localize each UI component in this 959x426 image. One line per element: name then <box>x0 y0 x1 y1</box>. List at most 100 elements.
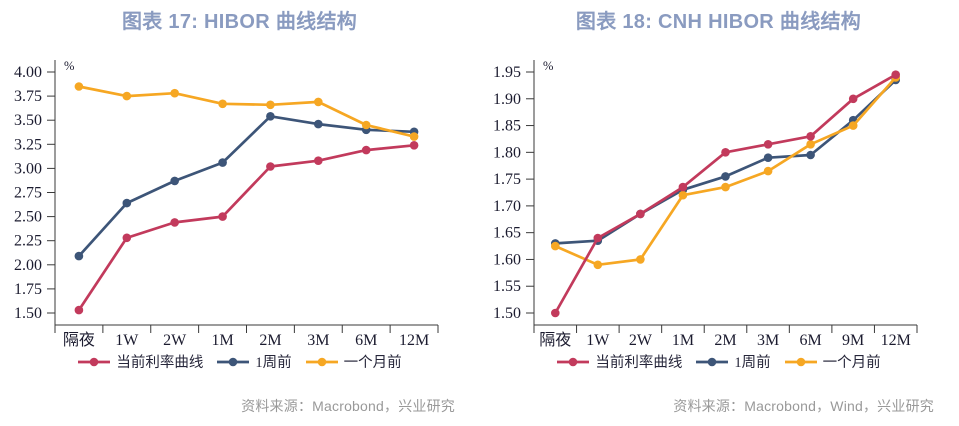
x-tick-label: 1W <box>115 332 139 349</box>
hibor-line-chart: 1.50 1.75 2.00 2.25 2.50 2.75 3.00 3.25 3.50 3.75… <box>0 44 479 350</box>
chart-title: 图表 18: CNH HIBOR 曲线结构 <box>575 11 862 33</box>
x-tick-label: 2M <box>259 332 281 349</box>
y-tick-label: 1.70 <box>493 198 521 215</box>
y-tick-label: 4.00 <box>14 64 42 81</box>
y-tick-label: 2.50 <box>14 209 42 226</box>
legend-marker-icon <box>784 357 817 366</box>
x-tick-label: 1W <box>586 332 610 349</box>
data-point-current <box>551 308 560 318</box>
data-point-month_ago <box>551 241 560 251</box>
data-point-current <box>218 212 227 221</box>
series-line-current <box>77 143 415 311</box>
data-point-current <box>721 148 730 157</box>
data-point-current <box>314 156 323 165</box>
chart-panel-hibor: 图表 17: HIBOR 曲线结构 1.50 1.75 2.00 2.25 2.50 2.… <box>0 0 479 426</box>
x-tick-label: 3M <box>757 332 779 349</box>
data-point-week_ago <box>122 198 132 208</box>
y-tick-label: 3.00 <box>14 160 42 177</box>
data-point-month_ago <box>314 97 323 107</box>
data-point-month_ago <box>848 121 858 130</box>
y-tick-label: 1.60 <box>493 251 521 268</box>
data-point-current <box>763 140 773 149</box>
data-point-month_ago <box>721 182 730 192</box>
data-point-week_ago <box>218 158 227 167</box>
data-point-month_ago <box>678 190 688 200</box>
data-point-month_ago <box>806 140 815 149</box>
data-point-current <box>678 182 688 192</box>
data-point-current <box>806 132 815 141</box>
legend-item: 一个月前 <box>305 351 402 372</box>
y-axis-unit: % <box>543 59 553 73</box>
x-tick-label: 2W <box>629 332 653 349</box>
data-point-month_ago <box>122 91 132 101</box>
x-tick-label: 隔夜 <box>63 331 95 349</box>
x-tick-label: 1M <box>211 332 233 349</box>
y-tick-label: 1.85 <box>493 118 521 135</box>
data-point-month_ago <box>74 82 84 91</box>
chart-panel-cnh-hibor: 图表 18: CNH HIBOR 曲线结构 1.50 1.55 1.60 1.65 1.… <box>479 0 958 426</box>
legend-marker-icon <box>305 357 338 366</box>
y-tick-label: 1.90 <box>493 91 521 108</box>
data-point-month_ago <box>763 166 773 176</box>
x-tick-label: 9M <box>842 332 864 349</box>
data-point-current <box>593 233 603 243</box>
data-point-week_ago <box>763 153 773 162</box>
x-tick-label: 隔夜 <box>539 331 571 349</box>
x-tick-label: 12M <box>881 332 911 349</box>
legend-item: 当前利率曲线 <box>77 351 203 372</box>
data-point-week_ago <box>266 112 275 121</box>
source-note: 资料来源：Macrobond，兴业研究 <box>241 398 455 414</box>
y-tick-label: 1.95 <box>493 64 521 81</box>
data-point-current <box>170 218 179 227</box>
data-point-week_ago <box>74 251 84 261</box>
x-tick-label: 6M <box>799 332 821 349</box>
data-point-current <box>636 209 645 219</box>
legend-item: 一个月前 <box>784 351 881 372</box>
legend-item: 1周前 <box>216 351 292 372</box>
y-tick-label: 1.65 <box>493 225 521 242</box>
data-point-week_ago <box>721 172 730 181</box>
data-point-month_ago <box>409 132 419 141</box>
source-note: 资料来源：Macrobond，Wind，兴业研究 <box>673 398 934 414</box>
y-tick-label: 3.25 <box>14 136 42 153</box>
x-tick-label: 6M <box>355 332 377 349</box>
data-point-current <box>122 233 132 243</box>
y-tick-label: 1.75 <box>14 281 42 298</box>
y-tick-label: 3.75 <box>14 88 42 105</box>
x-tick-label: 12M <box>399 332 429 349</box>
legend-label: 1周前 <box>255 355 292 371</box>
legend-label: 当前利率曲线 <box>116 355 204 371</box>
data-point-month_ago <box>266 100 275 110</box>
y-tick-label: 1.50 <box>14 305 42 322</box>
y-axis-unit: % <box>64 59 74 73</box>
y-tick-label: 1.50 <box>493 305 521 322</box>
y-tick-label: 2.00 <box>14 257 42 274</box>
chart-title: 图表 17: HIBOR 曲线结构 <box>121 11 358 33</box>
x-tick-label: 2W <box>163 332 187 349</box>
series-line-current <box>554 73 897 314</box>
chart-legend: 当前利率曲线 1周前 一个月前 <box>479 351 958 372</box>
data-point-current <box>848 94 858 104</box>
data-point-week_ago <box>314 119 323 129</box>
data-point-month_ago <box>170 88 179 98</box>
legend-marker-icon <box>217 357 250 366</box>
y-tick-label: 2.75 <box>14 185 42 202</box>
data-point-week_ago <box>806 150 815 160</box>
y-tick-label: 1.55 <box>493 278 521 295</box>
series-line-month_ago <box>78 85 415 138</box>
legend-item: 1周前 <box>695 351 771 372</box>
series-line-week_ago <box>555 79 897 245</box>
y-tick-label: 1.80 <box>493 144 521 161</box>
legend-label: 1周前 <box>734 355 771 371</box>
legend-label: 一个月前 <box>822 355 881 371</box>
legend-label: 当前利率曲线 <box>595 355 683 371</box>
line-chart-svg: 1.50 1.75 2.00 2.25 2.50 2.75 3.00 3.25 3.50 3.75… <box>14 59 439 349</box>
legend-marker-icon <box>557 357 590 366</box>
chart-legend: 当前利率曲线 1周前 一个月前 <box>0 351 479 372</box>
y-tick-label: 3.50 <box>14 112 42 129</box>
line-chart-svg: 1.50 1.55 1.60 1.65 1.70 1.75 1.80 1.85 1.90 1.95… <box>493 59 918 349</box>
x-tick-label: 1M <box>672 332 694 349</box>
legend-label: 一个月前 <box>343 355 402 371</box>
legend-marker-icon <box>696 357 729 366</box>
